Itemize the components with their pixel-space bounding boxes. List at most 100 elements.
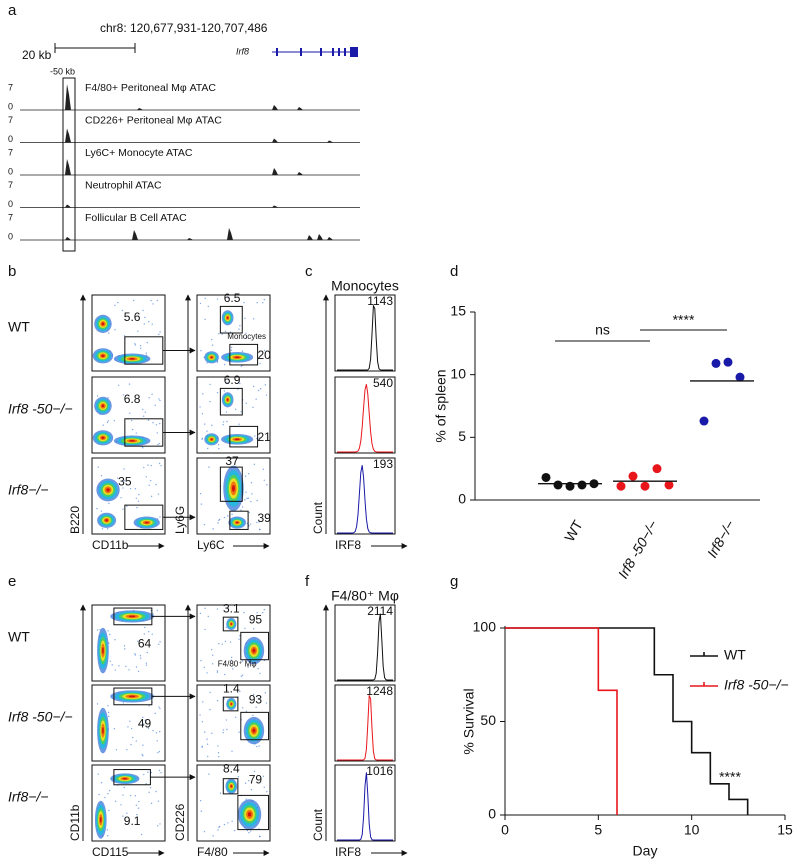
event [142, 415, 145, 417]
plot-frame [334, 294, 396, 372]
event [222, 729, 225, 731]
y-axis-label: Count [311, 808, 325, 841]
event [126, 748, 128, 751]
y-tick-label: 50 [480, 712, 496, 728]
event [148, 484, 150, 487]
density [122, 777, 128, 780]
event [223, 673, 226, 676]
event [239, 324, 241, 327]
x-axis-label: IRF8 [335, 845, 361, 859]
event [218, 518, 221, 521]
dot [711, 358, 721, 368]
event [231, 513, 233, 516]
event [201, 437, 204, 440]
event [104, 796, 106, 799]
exon [332, 48, 334, 56]
event [216, 608, 219, 610]
event [152, 613, 154, 615]
event [128, 669, 130, 671]
event [250, 830, 252, 832]
track-y-max: 7 [8, 82, 13, 92]
event [144, 316, 146, 319]
row-label: WT [8, 629, 30, 645]
plot-frame [91, 294, 166, 372]
gene-name: Irf8 [236, 46, 249, 56]
event [106, 829, 109, 831]
track-peak [272, 105, 278, 110]
gate-name: F4/80⁺ Mφ [218, 659, 257, 668]
event [152, 303, 154, 305]
density [101, 354, 105, 357]
y-axis-label: % of spleen [433, 369, 449, 442]
y-tick-label: 0 [488, 806, 496, 822]
event [262, 611, 264, 614]
event [248, 831, 250, 834]
legend-label: Irf8 -50−/− [724, 677, 789, 693]
event [207, 447, 209, 450]
event [216, 670, 219, 672]
event [223, 390, 226, 392]
event [137, 500, 140, 502]
event [231, 750, 233, 752]
event [245, 491, 247, 493]
event [199, 800, 202, 802]
event [247, 497, 250, 499]
event [243, 611, 245, 614]
event [108, 715, 110, 718]
event [156, 432, 158, 434]
event [97, 466, 99, 468]
event [113, 728, 116, 730]
gate-value: 1.4 [223, 682, 240, 696]
event [149, 787, 152, 789]
event [144, 626, 146, 629]
event [151, 633, 153, 635]
event [114, 329, 116, 331]
event [218, 447, 220, 450]
event [207, 615, 209, 618]
event [106, 528, 109, 530]
event [209, 383, 211, 386]
dot [628, 471, 638, 481]
event [255, 706, 257, 708]
event [144, 411, 146, 413]
event [158, 333, 160, 336]
event [247, 780, 250, 782]
gate-value: 79 [249, 772, 263, 786]
event [203, 666, 205, 668]
track-peak [272, 138, 278, 143]
histogram [337, 772, 393, 841]
event [137, 807, 140, 809]
event [222, 731, 224, 734]
event [122, 394, 125, 396]
event [117, 477, 119, 479]
gate [229, 425, 259, 448]
track-name: Follicular B Cell ATAC [85, 212, 187, 224]
event [256, 437, 258, 440]
dot [640, 481, 650, 491]
gate-name: Monocytes [227, 332, 266, 341]
plot-frame [334, 604, 396, 682]
event [216, 671, 219, 673]
track-y-min: 0 [8, 134, 13, 144]
event [145, 352, 148, 354]
event [203, 523, 206, 526]
event [145, 783, 147, 785]
event [114, 669, 117, 671]
event [137, 640, 139, 642]
event [244, 499, 246, 501]
histogram [337, 613, 393, 681]
event [253, 463, 256, 466]
gate [219, 466, 243, 502]
gate [240, 711, 270, 741]
event [157, 751, 159, 754]
density [101, 404, 105, 408]
event [157, 493, 160, 495]
mfi-value: 540 [373, 376, 393, 390]
event [259, 696, 262, 698]
event [230, 656, 233, 659]
event [217, 444, 220, 446]
event [122, 508, 124, 510]
plot-frame [91, 764, 166, 842]
event [264, 384, 267, 386]
